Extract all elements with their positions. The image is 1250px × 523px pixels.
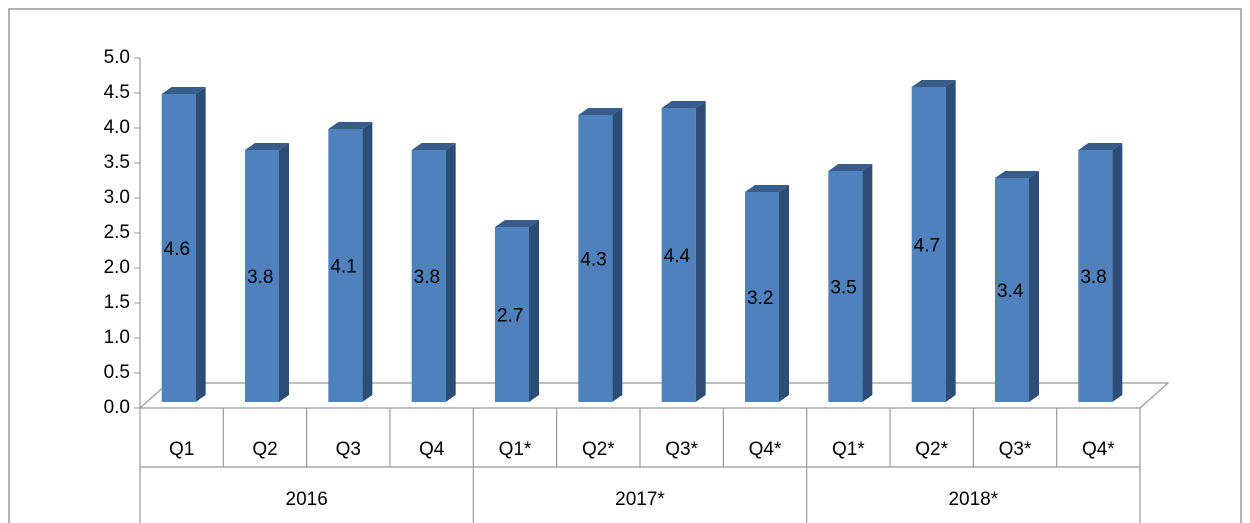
y-tick-label: 3.0 <box>104 187 130 208</box>
y-tick-label: 1.0 <box>104 327 130 348</box>
data-label: 4.1 <box>330 257 356 278</box>
data-label: 3.4 <box>997 281 1024 302</box>
bar-side <box>695 101 706 402</box>
bar-side <box>195 87 206 402</box>
data-label: 4.3 <box>580 250 606 271</box>
bar-top <box>495 220 539 227</box>
x-tick-label: Q4* <box>1082 439 1115 460</box>
x-tick-label: Q3 <box>336 439 361 460</box>
data-label: 4.4 <box>664 246 691 267</box>
bar <box>995 178 1029 402</box>
y-tick-label: 2.5 <box>104 222 130 243</box>
chart-border <box>8 8 1242 523</box>
x-tick-label: Q1* <box>499 439 532 460</box>
bar <box>245 150 279 402</box>
bar-top <box>328 122 373 129</box>
x-tick-label: Q2* <box>582 439 615 460</box>
bar-side <box>1029 171 1039 402</box>
bar-side <box>1112 143 1123 402</box>
bar-top <box>411 143 456 150</box>
group-label: 2018* <box>948 489 998 510</box>
bar-top <box>745 185 789 192</box>
y-tick-label: 1.5 <box>104 292 130 313</box>
bar <box>911 87 946 402</box>
bar-side <box>445 143 456 402</box>
bar <box>411 150 446 402</box>
data-label: 3.5 <box>830 278 856 299</box>
bar-side <box>612 108 623 402</box>
data-label: 4.6 <box>164 239 190 260</box>
x-tick-label: Q4* <box>749 439 782 460</box>
bar <box>745 192 779 402</box>
bar <box>1078 150 1113 402</box>
data-label: 4.7 <box>914 236 940 257</box>
bar-side <box>362 122 373 402</box>
x-tick-label: Q2 <box>252 439 277 460</box>
bar-top <box>245 143 289 150</box>
data-label: 3.8 <box>1080 267 1106 288</box>
bar-side <box>279 143 289 402</box>
bar-side <box>779 185 789 402</box>
bar <box>161 94 196 402</box>
bar <box>828 171 863 402</box>
y-tick-label: 0.0 <box>104 397 130 418</box>
bar-top <box>995 171 1039 178</box>
data-label: 2.7 <box>497 306 523 327</box>
y-tick-label: 5.0 <box>104 47 130 68</box>
group-label: 2016 <box>286 489 328 510</box>
y-tick-label: 4.0 <box>104 117 130 138</box>
data-label: 3.8 <box>414 267 440 288</box>
y-tick-label: 3.5 <box>104 152 130 173</box>
bar-top <box>661 101 706 108</box>
bar-top <box>161 87 206 94</box>
x-tick-label: Q4 <box>419 439 445 460</box>
data-label: 3.2 <box>747 288 773 309</box>
bar <box>495 227 529 402</box>
bar-top <box>911 80 956 87</box>
bar-side <box>945 80 956 402</box>
data-label: 3.8 <box>247 267 273 288</box>
x-tick-label: Q1* <box>832 439 865 460</box>
bar-top <box>828 164 873 171</box>
bar-side <box>862 164 873 402</box>
x-tick-label: Q1 <box>169 439 194 460</box>
group-label: 2017* <box>615 489 665 510</box>
bar-side <box>529 220 539 402</box>
y-tick-label: 2.0 <box>104 257 130 278</box>
bar-top <box>578 108 623 115</box>
x-tick-label: Q2* <box>915 439 948 460</box>
bar <box>661 108 696 402</box>
y-tick-label: 0.5 <box>104 362 130 383</box>
x-tick-label: Q3* <box>665 439 698 460</box>
bar-top <box>1078 143 1123 150</box>
bar <box>578 115 613 402</box>
y-tick-label: 4.5 <box>104 82 130 103</box>
x-tick-label: Q3* <box>999 439 1032 460</box>
bar <box>328 129 363 402</box>
